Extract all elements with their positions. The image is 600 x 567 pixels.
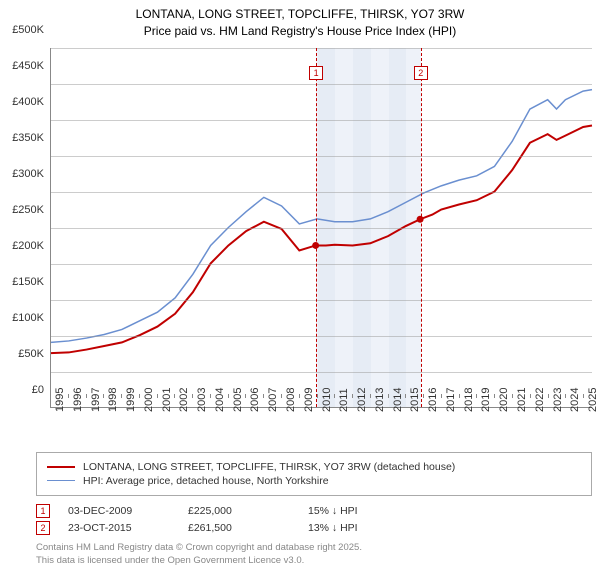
sales-date-1: 03-DEC-2009 — [68, 505, 188, 517]
series-line-hpi — [51, 89, 592, 342]
y-tick-label: £300K — [12, 168, 44, 180]
legend-swatch-hpi — [47, 480, 75, 481]
sales-delta-1: 15% ↓ HPI — [308, 505, 428, 517]
x-tick-label: 2004 — [214, 388, 226, 412]
y-tick-label: £150K — [12, 276, 44, 288]
y-tick-label: £350K — [12, 132, 44, 144]
sales-date-2: 23-OCT-2015 — [68, 522, 188, 534]
footer-attribution: Contains HM Land Registry data © Crown c… — [36, 541, 592, 567]
y-tick-label: £100K — [12, 312, 44, 324]
x-tick-label: 2014 — [392, 388, 404, 412]
x-tick-label: 1996 — [72, 388, 84, 412]
chart-plot-area: 12 — [50, 48, 592, 408]
sale-marker-box: 2 — [414, 66, 428, 80]
y-tick-label: £50K — [18, 348, 44, 360]
x-tick-label: 2023 — [552, 388, 564, 412]
sales-price-1: £225,000 — [188, 505, 308, 517]
chart-container: LONTANA, LONG STREET, TOPCLIFFE, THIRSK,… — [0, 0, 600, 560]
x-tick-label: 2019 — [480, 388, 492, 412]
sales-marker-1: 1 — [36, 504, 50, 518]
sales-row-2: 2 23-OCT-2015 £261,500 13% ↓ HPI — [36, 521, 592, 535]
sales-table: 1 03-DEC-2009 £225,000 15% ↓ HPI 2 23-OC… — [36, 504, 592, 535]
y-axis: £0 £50K £100K £150K £200K £250K £300K £350K £400… — [0, 30, 48, 394]
x-tick-label: 2006 — [249, 388, 261, 412]
sales-delta-2: 13% ↓ HPI — [308, 522, 428, 534]
x-tick-label: 2001 — [161, 388, 173, 412]
x-tick-label: 2005 — [232, 388, 244, 412]
x-tick-label: 1998 — [107, 388, 119, 412]
x-tick-label: 2025 — [587, 388, 599, 412]
x-tick-label: 2018 — [463, 388, 475, 412]
sales-price-2: £261,500 — [188, 522, 308, 534]
legend-row-hpi: HPI: Average price, detached house, Nort… — [47, 475, 581, 487]
x-tick-label: 2011 — [338, 388, 350, 412]
x-tick-label: 2009 — [303, 388, 315, 412]
x-tick-label: 2003 — [196, 388, 208, 412]
x-tick-label: 1997 — [90, 388, 102, 412]
legend-label-hpi: HPI: Average price, detached house, Nort… — [83, 475, 329, 487]
x-tick-label: 1999 — [125, 388, 137, 412]
x-tick-label: 2021 — [516, 388, 528, 412]
x-tick-label: 2020 — [498, 388, 510, 412]
x-tick-label: 2008 — [285, 388, 297, 412]
y-tick-label: £400K — [12, 96, 44, 108]
sales-marker-2: 2 — [36, 521, 50, 535]
y-tick-label: £500K — [12, 24, 44, 36]
legend-box: LONTANA, LONG STREET, TOPCLIFFE, THIRSK,… — [36, 452, 592, 496]
x-tick-label: 2022 — [534, 388, 546, 412]
x-tick-label: 2013 — [374, 388, 386, 412]
sale-marker-line — [316, 48, 317, 407]
y-tick-label: £200K — [12, 240, 44, 252]
legend-swatch-property — [47, 466, 75, 468]
x-tick-label: 2007 — [267, 388, 279, 412]
sale-marker-box: 1 — [309, 66, 323, 80]
x-tick-label: 2010 — [321, 388, 333, 412]
x-tick-label: 2000 — [143, 388, 155, 412]
footer-line-2: This data is licensed under the Open Gov… — [36, 554, 592, 567]
footer-line-1: Contains HM Land Registry data © Crown c… — [36, 541, 592, 554]
x-tick-label: 2024 — [569, 388, 581, 412]
x-tick-label: 2012 — [356, 388, 368, 412]
title-line-1: LONTANA, LONG STREET, TOPCLIFFE, THIRSK,… — [0, 6, 600, 23]
y-tick-label: £250K — [12, 204, 44, 216]
legend-label-property: LONTANA, LONG STREET, TOPCLIFFE, THIRSK,… — [83, 461, 455, 473]
series-line-property — [51, 125, 592, 353]
title-line-2: Price paid vs. HM Land Registry's House … — [0, 23, 600, 40]
sale-marker-line — [421, 48, 422, 407]
x-axis: 1995199619971998199920002001200220032004… — [50, 394, 592, 434]
title-block: LONTANA, LONG STREET, TOPCLIFFE, THIRSK,… — [0, 0, 600, 44]
x-tick-label: 2017 — [445, 388, 457, 412]
x-tick-label: 1995 — [54, 388, 66, 412]
y-tick-label: £450K — [12, 60, 44, 72]
sales-row-1: 1 03-DEC-2009 £225,000 15% ↓ HPI — [36, 504, 592, 518]
legend-row-property: LONTANA, LONG STREET, TOPCLIFFE, THIRSK,… — [47, 461, 581, 473]
x-tick-label: 2015 — [409, 388, 421, 412]
x-tick-label: 2002 — [178, 388, 190, 412]
x-tick-label: 2016 — [427, 388, 439, 412]
y-tick-label: £0 — [32, 384, 44, 396]
